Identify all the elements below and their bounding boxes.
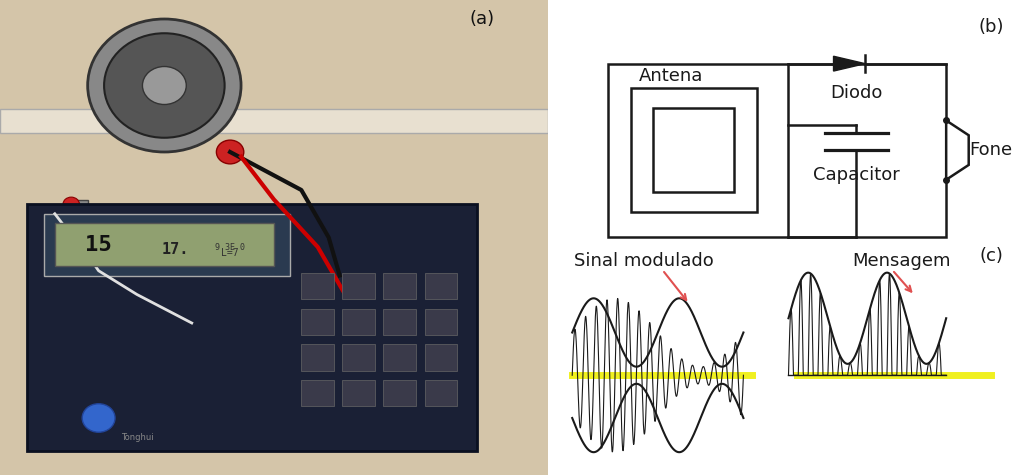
Text: 15: 15: [85, 235, 112, 255]
Bar: [653, 108, 734, 192]
Bar: [425, 273, 458, 299]
Text: L=7: L=7: [221, 247, 239, 258]
Bar: [384, 273, 417, 299]
Bar: [28, 204, 476, 451]
Bar: [301, 380, 334, 406]
Bar: [631, 88, 757, 212]
Bar: [44, 214, 291, 276]
Circle shape: [88, 19, 241, 152]
Text: Capacitor: Capacitor: [813, 166, 899, 184]
Text: 9.3E 0: 9.3E 0: [215, 243, 245, 251]
Text: Sinal modulado: Sinal modulado: [574, 252, 714, 270]
Bar: [384, 309, 417, 335]
Bar: [425, 309, 458, 335]
Bar: [66, 200, 88, 214]
Text: Diodo: Diodo: [829, 84, 883, 102]
Bar: [608, 64, 946, 237]
Circle shape: [216, 140, 244, 164]
Bar: [55, 223, 274, 266]
Text: Tonghui: Tonghui: [121, 433, 154, 441]
Bar: [0, 109, 548, 133]
Polygon shape: [834, 56, 865, 71]
Circle shape: [104, 33, 224, 138]
Bar: [301, 344, 334, 370]
Circle shape: [142, 66, 186, 104]
Bar: [342, 380, 375, 406]
Bar: [44, 24, 291, 166]
Bar: [301, 309, 334, 335]
Bar: [384, 380, 417, 406]
Bar: [342, 273, 375, 299]
Bar: [342, 309, 375, 335]
Bar: [425, 380, 458, 406]
Text: (b): (b): [979, 18, 1004, 36]
Text: Fone: Fone: [970, 141, 1013, 159]
Text: 17.: 17.: [162, 242, 189, 257]
Bar: [342, 344, 375, 370]
Bar: [384, 344, 417, 370]
Text: (c): (c): [979, 247, 1004, 265]
Text: Antena: Antena: [639, 67, 703, 85]
Circle shape: [63, 197, 80, 211]
Bar: [301, 273, 334, 299]
Text: Mensagem: Mensagem: [852, 252, 950, 270]
Text: (a): (a): [470, 10, 495, 28]
Bar: [425, 344, 458, 370]
Polygon shape: [946, 121, 969, 180]
Circle shape: [82, 404, 115, 432]
